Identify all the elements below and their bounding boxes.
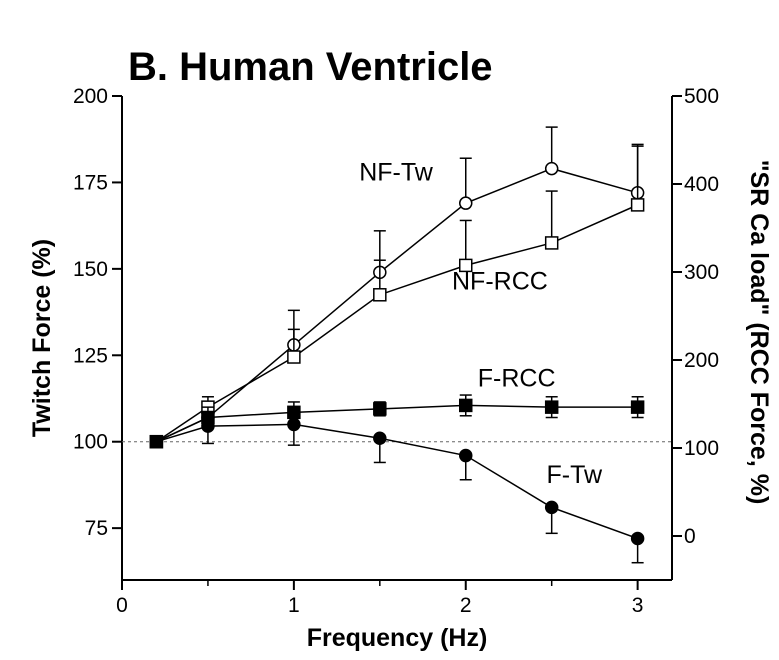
data-point — [544, 500, 559, 515]
axes — [121, 96, 673, 581]
x-ticks: 0 1 2 3 — [116, 580, 643, 617]
y-axis-label: Twitch Force (%) — [28, 239, 56, 437]
x-tick-label: 3 — [632, 594, 644, 617]
y2-tick-label: 500 — [684, 85, 719, 108]
data-point — [201, 419, 215, 433]
annotation-nf-rcc: NF-RCC — [452, 268, 548, 296]
y2-tick-label: 200 — [684, 349, 719, 372]
series-line-nf-tw — [156, 167, 638, 443]
data-point — [544, 161, 559, 176]
y-tick-label: 150 — [73, 258, 108, 281]
data-point — [544, 400, 559, 414]
y-ticks: 75 100 125 150 175 200 — [73, 85, 122, 540]
annotation-nf-tw: NF-Tw — [359, 159, 434, 187]
data-point — [630, 198, 645, 212]
series-nf-rcc — [149, 145, 645, 449]
data-point — [630, 531, 645, 546]
data-point — [287, 417, 301, 432]
data-point — [373, 431, 387, 446]
y2-ticks: 0 100 200 300 400 500 — [672, 85, 719, 548]
x-axis-label: Frequency (Hz) — [307, 624, 488, 652]
series-line-f-rcc — [156, 404, 638, 443]
annotation-f-rcc: F-RCC — [478, 364, 556, 392]
chart-title: B. Human Ventricle — [128, 45, 493, 89]
series-layer — [149, 126, 645, 564]
data-point — [459, 196, 473, 210]
y-tick-label: 175 — [73, 171, 108, 194]
y-tick-label: 200 — [73, 85, 108, 108]
y-tick-label: 100 — [73, 431, 108, 454]
data-point — [287, 405, 301, 420]
x-tick-label: 2 — [460, 594, 472, 617]
data-point — [630, 400, 645, 414]
y-tick-label: 125 — [73, 344, 108, 367]
series-f-tw — [149, 417, 645, 564]
y2-tick-label: 300 — [684, 261, 719, 284]
data-point — [459, 448, 473, 463]
y2-tick-label: 0 — [684, 525, 696, 548]
annotation-layer: NF-Tw NF-RCC F-RCC F-Tw — [359, 159, 603, 490]
data-point — [373, 402, 387, 416]
y2-tick-label: 100 — [684, 437, 719, 460]
series-line-nf-rcc — [155, 204, 638, 443]
y2-axis-label: "SR Ca load" (RCC Force, %) — [745, 160, 773, 505]
data-point — [544, 236, 559, 250]
y2-tick-label: 400 — [684, 173, 719, 196]
x-tick-label: 0 — [116, 594, 128, 617]
data-point — [149, 434, 164, 449]
data-point — [287, 350, 301, 364]
annotation-f-tw: F-Tw — [547, 461, 603, 489]
x-tick-label: 1 — [288, 594, 300, 617]
data-point — [459, 398, 473, 413]
data-point — [373, 288, 387, 302]
y-tick-label: 75 — [85, 517, 108, 540]
data-point — [459, 258, 473, 273]
